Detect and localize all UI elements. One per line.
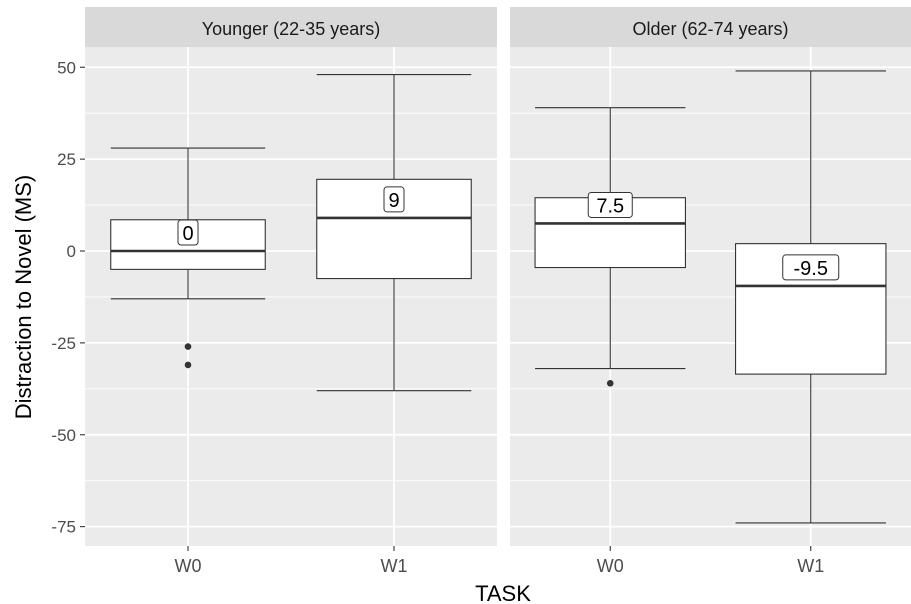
x-tick-label: W0 <box>597 556 624 576</box>
x-axis-title: TASK <box>475 581 531 604</box>
outlier-point <box>607 380 614 387</box>
panel-1: Younger (22-35 years) W0 W1 0 9 <box>85 7 497 576</box>
median-label: 7.5 <box>596 195 624 217</box>
y-tick-label: 25 <box>57 150 76 169</box>
panel-2: Older (62-74 years) W0 W1 7.5 -9.5 <box>510 7 911 576</box>
x-tick-label: W1 <box>797 556 824 576</box>
median-label: 9 <box>388 190 399 212</box>
y-tick-label: 50 <box>57 58 76 77</box>
y-tick-label: 0 <box>67 242 76 261</box>
panel-strip-title: Older (62-74 years) <box>632 19 788 39</box>
outlier-point <box>185 362 192 369</box>
median-label: 0 <box>182 223 193 245</box>
y-tick-label: -50 <box>51 426 76 445</box>
outlier-point <box>185 343 192 350</box>
x-tick-label: W0 <box>175 556 202 576</box>
x-tick-label: W1 <box>381 556 408 576</box>
y-tick-label: -25 <box>51 334 76 353</box>
panel-strip-title: Younger (22-35 years) <box>202 19 380 39</box>
y-tick-label: -75 <box>51 518 76 537</box>
median-label: -9.5 <box>794 258 828 280</box>
y-axis-title: Distraction to Novel (MS) <box>11 175 36 420</box>
